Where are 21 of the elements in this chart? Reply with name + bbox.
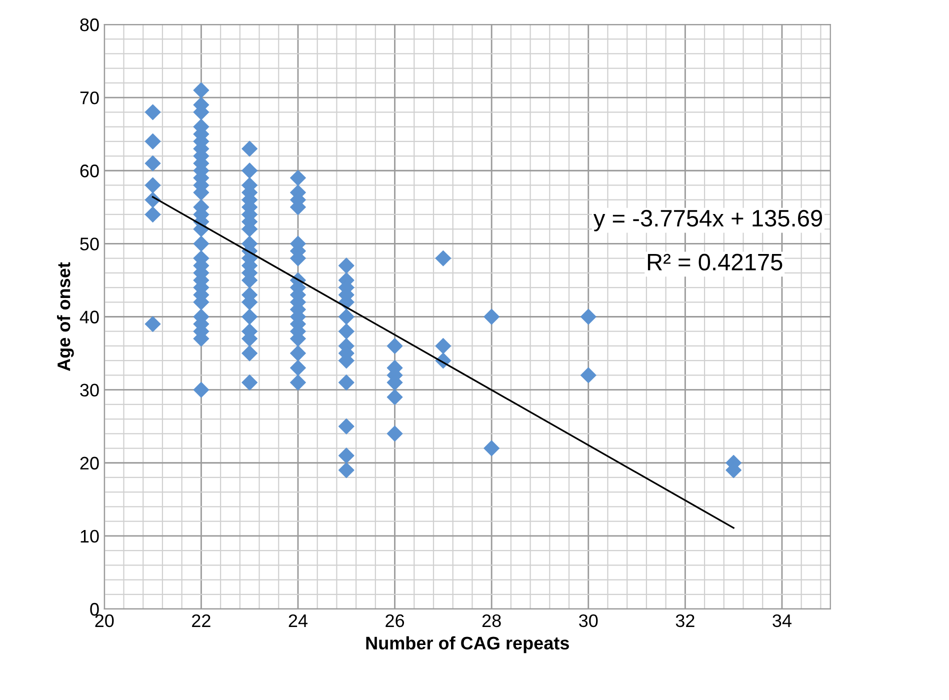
annotation: y = -3.7754x + 135.69 [593,210,822,232]
y-tick-label: 40 [80,310,99,324]
x-tick-label: 32 [676,614,694,628]
y-tick-label: 0 [90,602,99,616]
x-tick-label: 22 [192,614,210,627]
y-tick-label: 50 [80,238,99,250]
y-axis-title: Age of onset [56,262,74,371]
y-tick-label: 60 [80,164,99,178]
y-tick-label: 10 [80,530,99,543]
x-tick-label: 30 [579,614,598,628]
x-tick-label: 26 [386,614,404,628]
y-tick-label: 70 [80,91,99,104]
y-tick-label: 80 [80,18,99,32]
x-tick-label: 34 [772,614,792,628]
y-tick-label: 20 [80,456,99,470]
annotation: R² = 0.42175 [648,254,782,270]
x-tick-label: 20 [95,614,114,628]
x-tick-label: 28 [482,614,501,628]
x-tick-label: 24 [288,614,308,627]
x-axis-title: Number of CAG repeats [366,636,569,654]
y-tick-label: 30 [80,384,99,397]
